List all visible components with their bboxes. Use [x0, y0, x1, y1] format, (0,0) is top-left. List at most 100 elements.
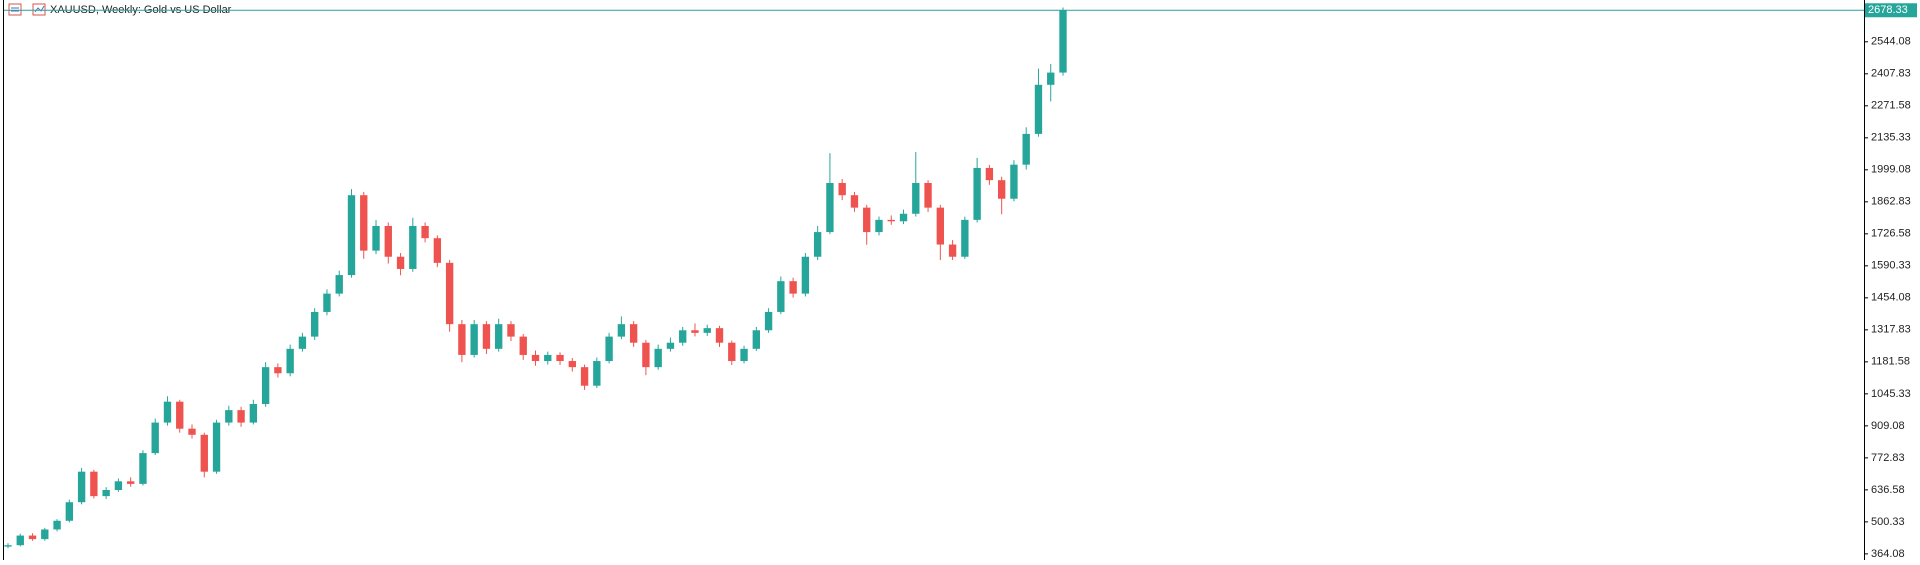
y-tick-label: 1999.08: [1871, 164, 1911, 176]
y-tick-label: 1726.58: [1871, 228, 1911, 240]
candle-body: [458, 324, 466, 355]
y-tick-label: 636.58: [1871, 484, 1905, 496]
candle-body: [163, 401, 172, 423]
candle-body: [1059, 10, 1067, 73]
y-tick-label: 2407.83: [1871, 68, 1911, 80]
candle-body: [924, 182, 932, 208]
candle-body: [188, 428, 196, 435]
candle-body: [433, 238, 442, 263]
candle-body: [237, 410, 245, 423]
candle-body: [421, 225, 429, 239]
candle-body: [568, 361, 576, 368]
candle-body: [826, 182, 834, 233]
y-tick-label: 364.08: [1871, 548, 1905, 560]
candle-body: [544, 354, 552, 362]
candle-body: [875, 219, 883, 233]
y-tick-label: 500.33: [1871, 516, 1905, 528]
candle-body: [593, 361, 601, 386]
candle-body: [764, 311, 773, 331]
y-tick-label: 2544.08: [1871, 36, 1911, 48]
y-tick-label: 772.83: [1871, 452, 1905, 464]
candle-body: [53, 520, 61, 530]
candle-body: [65, 502, 74, 521]
candle-body: [605, 336, 613, 362]
candle-body: [360, 195, 368, 251]
candle-body: [151, 422, 159, 454]
candle-body: [384, 225, 392, 257]
candle-body: [1010, 164, 1018, 199]
candle-body: [997, 180, 1006, 199]
candle-body: [114, 481, 123, 490]
current-price-tag: [1865, 3, 1917, 18]
candle-body: [200, 434, 208, 472]
candle-body: [495, 324, 503, 349]
y-tick-label: 2271.58: [1871, 100, 1911, 112]
candle-body: [102, 490, 110, 497]
candle-body: [261, 367, 270, 405]
candle-body: [1034, 84, 1043, 134]
candle-body: [850, 195, 859, 208]
candle-body: [580, 367, 589, 386]
candle-body: [838, 182, 846, 196]
candle-body: [973, 167, 981, 220]
candle-body: [16, 535, 24, 546]
candle-body: [519, 336, 527, 355]
candle-body: [311, 311, 319, 337]
candle-body: [789, 281, 797, 294]
candle-body: [470, 324, 478, 355]
y-tick-label: 1317.83: [1871, 324, 1911, 336]
candle-body: [863, 207, 871, 233]
candle-body: [936, 207, 945, 245]
candle-body: [139, 453, 147, 484]
candle-body: [225, 410, 233, 423]
candle-body: [666, 342, 675, 349]
candle-body: [347, 195, 356, 276]
candle-body: [691, 330, 699, 333]
candle-body: [899, 213, 908, 222]
candle-body: [286, 348, 294, 374]
candle-body: [77, 471, 86, 503]
candle-body: [212, 422, 221, 472]
candle-body: [679, 330, 687, 343]
candle-body: [813, 232, 822, 257]
candle-body: [556, 354, 564, 362]
y-tick-label: 1862.83: [1871, 196, 1911, 208]
y-tick-label: 1590.33: [1871, 260, 1911, 272]
candle-body: [298, 336, 307, 349]
candle-body: [617, 324, 626, 337]
candle-body: [801, 256, 810, 294]
candle-body: [482, 324, 491, 349]
candle-body: [752, 330, 760, 349]
candle-body: [323, 293, 331, 312]
y-tick-label: 1454.08: [1871, 292, 1911, 304]
candle-body: [4, 545, 12, 547]
candle-body: [249, 404, 258, 423]
y-tick-label: 1045.33: [1871, 388, 1911, 400]
current-price-label: 2678.33: [1868, 4, 1908, 16]
candle-body: [642, 342, 650, 368]
symbol-icons: [8, 3, 46, 16]
candle-body: [715, 328, 724, 343]
candle-body: [1047, 72, 1055, 85]
candle-body: [531, 354, 540, 362]
y-tick-label: 2135.33: [1871, 132, 1911, 144]
candle-body: [948, 244, 957, 257]
candle-body: [887, 219, 895, 222]
candle-body: [912, 182, 920, 214]
candle-body: [372, 225, 380, 251]
candle-body: [396, 256, 405, 269]
candle-body: [740, 348, 748, 362]
candle-body: [728, 342, 736, 362]
candle-body: [629, 324, 638, 343]
candle-body: [90, 471, 98, 497]
y-tick-label: 909.08: [1871, 420, 1905, 432]
candle-body: [274, 367, 282, 374]
y-tick-label: 1181.58: [1871, 356, 1910, 368]
candle-body: [409, 225, 417, 269]
candle-body: [41, 529, 49, 540]
candle-body: [777, 281, 785, 312]
candle-body: [445, 262, 454, 325]
